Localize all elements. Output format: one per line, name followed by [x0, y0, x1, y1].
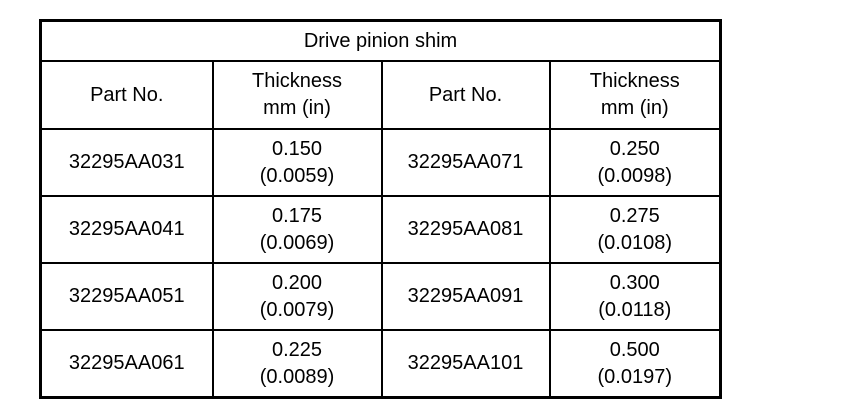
thickness-cell: 0.225 (0.0089): [211, 329, 383, 399]
header-row: Part No. Thickness mm (in) Part No. Thickne…: [39, 60, 722, 130]
thickness-cell: 0.300 (0.0118): [548, 262, 722, 331]
data-row: 32295AA061 0.225 (0.0089) 32295AA101 0.500 …: [39, 329, 722, 399]
table-body: Drive pinion shim Part No. Thickness mm (…: [39, 19, 722, 399]
title-row: Drive pinion shim: [39, 19, 722, 62]
thickness-cell: 0.150 (0.0059): [211, 128, 383, 197]
header-cell: Thickness mm (in): [211, 60, 383, 130]
part-number-cell: 32295AA101: [380, 329, 551, 399]
part-number-cell: 32295AA071: [380, 128, 551, 197]
data-row: 32295AA041 0.175 (0.0069) 32295AA081 0.275 …: [39, 195, 722, 264]
part-number-cell: 32295AA081: [380, 195, 551, 264]
shim-table: Drive pinion shim Part No. Thickness mm (…: [39, 19, 723, 399]
thickness-cell: 0.500 (0.0197): [548, 329, 722, 399]
part-number-cell: 32295AA031: [39, 128, 214, 197]
data-row: 32295AA031 0.150 (0.0059) 32295AA071 0.250 …: [39, 128, 722, 197]
header-cell: Part No.: [380, 60, 551, 130]
header-cell: Thickness mm (in): [548, 60, 722, 130]
thickness-cell: 0.200 (0.0079): [211, 262, 383, 331]
part-number-cell: 32295AA051: [39, 262, 214, 331]
table-title: Drive pinion shim: [39, 19, 722, 62]
header-cell: Part No.: [39, 60, 214, 130]
part-number-cell: 32295AA061: [39, 329, 214, 399]
thickness-cell: 0.250 (0.0098): [548, 128, 722, 197]
thickness-cell: 0.175 (0.0069): [211, 195, 383, 264]
part-number-cell: 32295AA041: [39, 195, 214, 264]
thickness-cell: 0.275 (0.0108): [548, 195, 722, 264]
part-number-cell: 32295AA091: [380, 262, 551, 331]
data-row: 32295AA051 0.200 (0.0079) 32295AA091 0.300 …: [39, 262, 722, 331]
